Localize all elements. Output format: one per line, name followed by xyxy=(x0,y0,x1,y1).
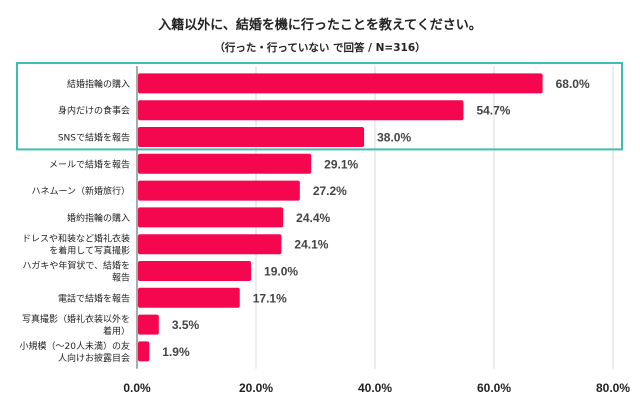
category-label: 写真撮影（婚礼衣装以外を xyxy=(22,313,130,325)
data-label: 29.1% xyxy=(324,157,358,171)
bar xyxy=(138,287,240,308)
bar xyxy=(138,234,282,255)
x-tick-label: 80.0% xyxy=(596,381,630,395)
bar xyxy=(138,314,159,335)
category-label: 身内だけの食事会 xyxy=(58,105,130,117)
category-label: ハネムーン（新婚旅行） xyxy=(31,185,130,197)
category-label: SNSで結婚を報告 xyxy=(58,132,130,144)
bar xyxy=(138,261,252,281)
category-label: ハガキや年賀状で、結婚を xyxy=(22,260,130,272)
bar xyxy=(138,127,365,147)
category-label: 電話で結婚を報告 xyxy=(58,292,130,304)
data-label: 3.5% xyxy=(172,318,200,332)
bar xyxy=(138,153,312,174)
data-label: 54.7% xyxy=(476,104,510,118)
highlight-box xyxy=(16,62,623,151)
category-label: メールで結婚を報告 xyxy=(49,158,130,170)
data-label: 19.0% xyxy=(264,265,298,279)
x-tick-label: 0.0% xyxy=(123,381,151,395)
category-label: 人向けお披露目会 xyxy=(58,352,130,364)
category-label: 報告 xyxy=(112,272,130,284)
data-label: 24.1% xyxy=(294,238,328,252)
category-label: 小規模（～20人未満）の友 xyxy=(20,340,130,352)
chart-subtitle: （行った・行っていない で回答 / N=316） xyxy=(214,42,426,54)
bar xyxy=(138,73,543,94)
bar xyxy=(138,100,464,121)
x-tick-label: 20.0% xyxy=(239,381,273,395)
x-tick-label: 60.0% xyxy=(477,381,511,395)
data-label: 68.0% xyxy=(556,77,590,91)
chart-title: 入籍以外に、結婚を機に行ったことを教えてください。 xyxy=(158,18,482,33)
x-tick-label: 40.0% xyxy=(358,381,392,395)
category-label: 婚約指輪の購入 xyxy=(67,212,130,224)
data-label: 27.2% xyxy=(313,184,347,198)
bar xyxy=(138,180,300,201)
category-label: 着用） xyxy=(103,325,130,337)
category-label: を着用して写真撮影 xyxy=(49,245,130,257)
data-label: 38.0% xyxy=(377,131,411,145)
data-label: 1.9% xyxy=(162,345,190,359)
category-label: 結婚指輪の購入 xyxy=(67,78,130,90)
bar xyxy=(138,207,284,228)
category-label: ドレスや和装など婚礼衣装 xyxy=(22,233,130,245)
data-label: 17.1% xyxy=(253,291,287,305)
data-label: 24.4% xyxy=(296,211,330,225)
bar xyxy=(138,341,150,362)
